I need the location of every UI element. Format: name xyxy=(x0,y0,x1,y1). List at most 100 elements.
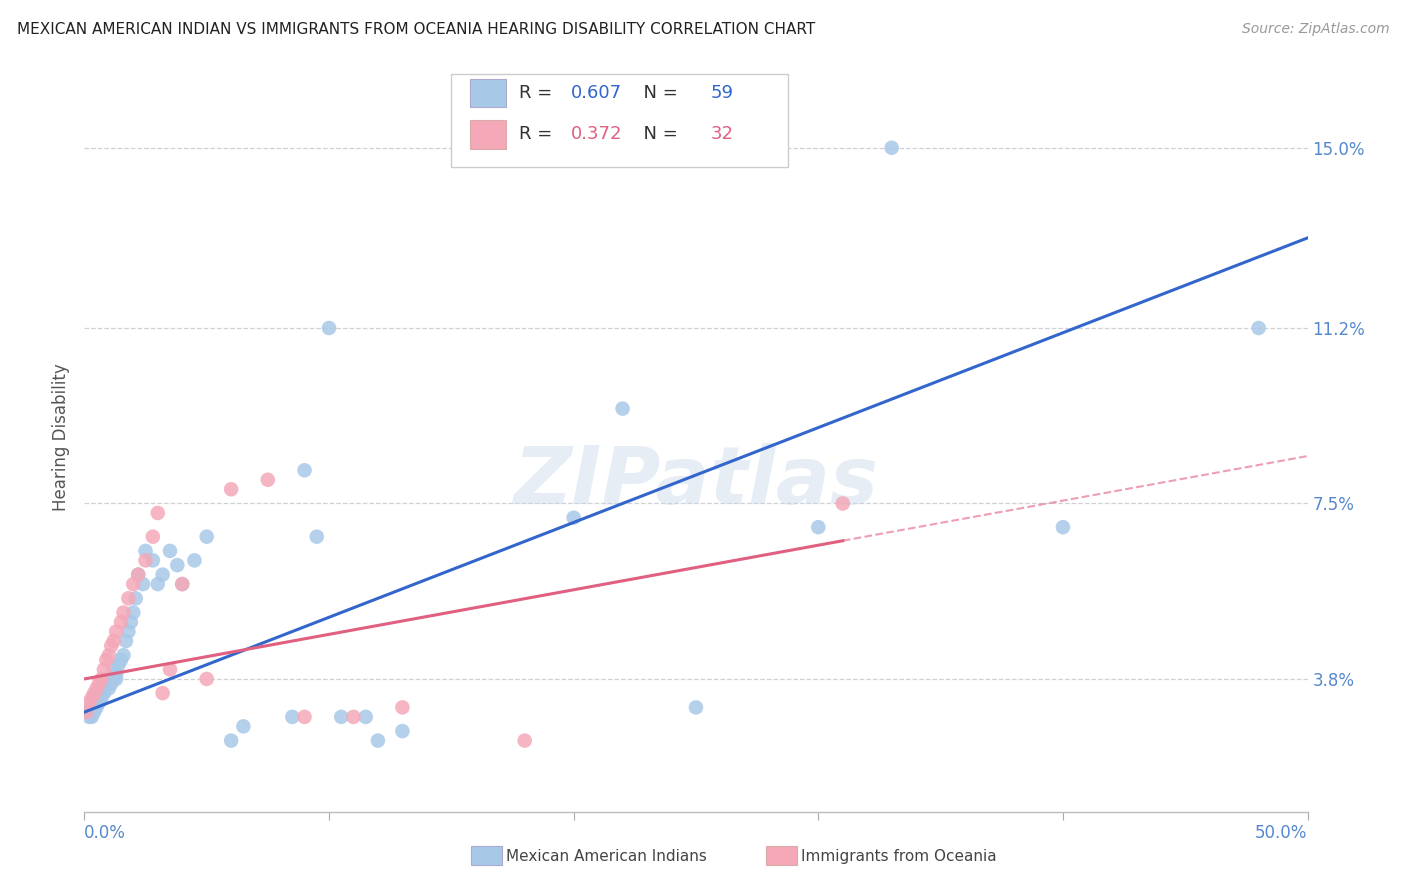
Point xyxy=(831,496,853,510)
Text: Source: ZipAtlas.com: Source: ZipAtlas.com xyxy=(1241,22,1389,37)
Point xyxy=(135,544,157,558)
Point xyxy=(93,681,115,696)
Point xyxy=(86,700,108,714)
Point xyxy=(305,530,328,544)
Point xyxy=(219,482,242,496)
Point xyxy=(127,567,149,582)
Point xyxy=(294,463,316,477)
Point xyxy=(83,686,105,700)
Point xyxy=(86,696,108,710)
Point xyxy=(195,530,218,544)
Point xyxy=(86,681,108,696)
Point xyxy=(354,710,377,724)
Point xyxy=(100,639,122,653)
Point xyxy=(97,676,120,690)
Point xyxy=(107,657,129,672)
Point xyxy=(90,686,112,700)
Point xyxy=(159,544,181,558)
Point xyxy=(142,553,165,567)
Point xyxy=(318,321,340,335)
Point xyxy=(100,672,122,686)
Text: 0.607: 0.607 xyxy=(571,84,623,103)
Point xyxy=(135,553,157,567)
Point xyxy=(77,710,100,724)
Point xyxy=(105,624,128,639)
Point xyxy=(281,710,304,724)
Point xyxy=(87,696,110,710)
Point xyxy=(96,676,118,690)
Point xyxy=(166,558,188,573)
Point xyxy=(219,733,242,747)
Point xyxy=(83,690,105,705)
Point xyxy=(103,672,125,686)
Point xyxy=(93,663,115,677)
Point xyxy=(172,577,194,591)
Point xyxy=(76,705,98,719)
Text: Immigrants from Oceania: Immigrants from Oceania xyxy=(801,849,997,863)
Point xyxy=(146,577,169,591)
Point xyxy=(125,591,148,606)
Text: 50.0%: 50.0% xyxy=(1256,823,1308,842)
Point xyxy=(90,690,112,705)
Point xyxy=(117,591,139,606)
Point xyxy=(880,141,903,155)
Point xyxy=(80,705,103,719)
Point xyxy=(112,648,135,663)
Point xyxy=(105,667,128,681)
Point xyxy=(80,710,103,724)
Point xyxy=(391,724,413,739)
Point xyxy=(195,672,218,686)
Point xyxy=(172,577,194,591)
Point xyxy=(117,624,139,639)
Point xyxy=(685,700,707,714)
Point xyxy=(612,401,634,416)
Point xyxy=(97,681,120,696)
Text: N =: N = xyxy=(633,126,683,144)
Text: 0.0%: 0.0% xyxy=(84,823,127,842)
Point xyxy=(294,710,316,724)
Point xyxy=(122,577,145,591)
Point xyxy=(391,700,413,714)
Point xyxy=(152,567,174,582)
Point xyxy=(513,733,536,747)
Text: Mexican American Indians: Mexican American Indians xyxy=(506,849,707,863)
Point xyxy=(90,672,112,686)
Point xyxy=(76,700,98,714)
Point xyxy=(120,615,142,629)
Point xyxy=(1052,520,1074,534)
Point xyxy=(807,520,830,534)
Text: R =: R = xyxy=(519,84,558,103)
Text: R =: R = xyxy=(519,126,558,144)
Point xyxy=(142,530,165,544)
Point xyxy=(80,690,103,705)
FancyBboxPatch shape xyxy=(451,74,787,168)
Point xyxy=(105,672,128,686)
Point xyxy=(97,648,120,663)
Point xyxy=(330,710,353,724)
Point xyxy=(103,663,125,677)
Text: 0.372: 0.372 xyxy=(571,126,623,144)
FancyBboxPatch shape xyxy=(470,120,506,149)
Point xyxy=(342,710,364,724)
Text: 32: 32 xyxy=(710,126,734,144)
Point xyxy=(83,705,105,719)
Point xyxy=(1247,321,1270,335)
Point xyxy=(132,577,155,591)
Point xyxy=(93,686,115,700)
Point xyxy=(146,506,169,520)
Point xyxy=(100,676,122,690)
Point xyxy=(112,606,135,620)
Point xyxy=(257,473,280,487)
Point xyxy=(87,676,110,690)
Text: MEXICAN AMERICAN INDIAN VS IMMIGRANTS FROM OCEANIA HEARING DISABILITY CORRELATIO: MEXICAN AMERICAN INDIAN VS IMMIGRANTS FR… xyxy=(17,22,815,37)
Point xyxy=(115,634,138,648)
Point xyxy=(77,696,100,710)
Point xyxy=(562,510,585,524)
Point xyxy=(110,615,132,629)
Point xyxy=(152,686,174,700)
Point xyxy=(122,606,145,620)
Point xyxy=(183,553,205,567)
Y-axis label: Hearing Disability: Hearing Disability xyxy=(52,363,70,511)
Point xyxy=(127,567,149,582)
Text: N =: N = xyxy=(633,84,683,103)
